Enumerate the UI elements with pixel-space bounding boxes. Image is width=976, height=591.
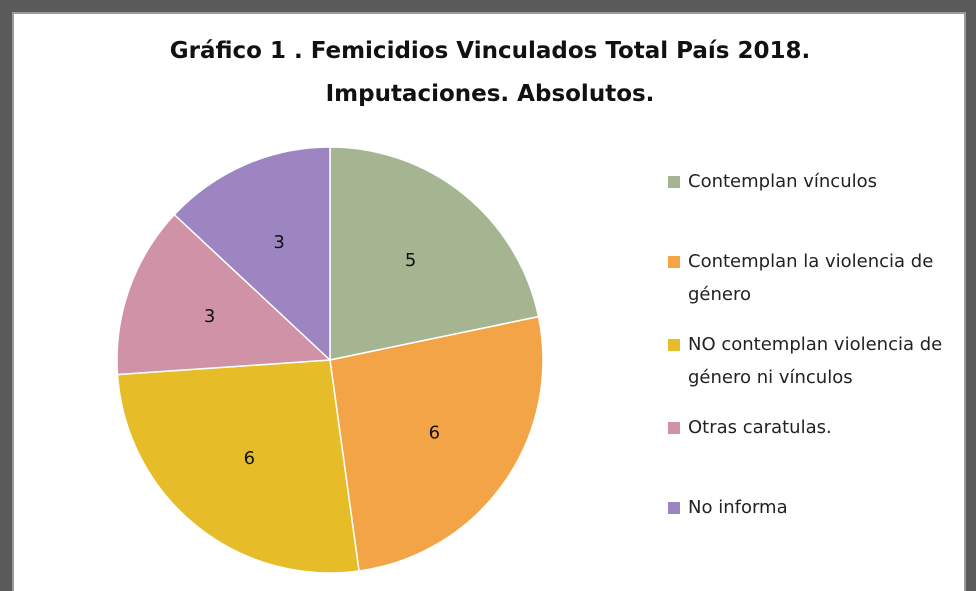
pie-slice: [329, 315, 544, 572]
chart-area: [12, 12, 966, 591]
pie-slice: [329, 146, 540, 361]
pie-slice: [173, 146, 331, 362]
legend-label: NO contemplan violencia de género ni vín…: [688, 334, 943, 388]
legend-item: Otras caratulas.: [666, 411, 956, 444]
pie-slice: [116, 213, 332, 376]
legend-item: No informa: [666, 491, 956, 524]
data-label: 3: [204, 306, 215, 327]
data-label: 6: [244, 448, 255, 469]
chart-title: Gráfico 1 . Femicidios Vinculados Total …: [169, 38, 811, 107]
legend-label: Contemplan vínculos: [688, 171, 877, 192]
legend-swatch: [668, 339, 680, 351]
legend-item: Contemplan vínculos: [666, 165, 956, 198]
legend-swatch: [668, 422, 680, 434]
legend-swatch: [668, 502, 680, 514]
legend-label: Otras caratulas.: [688, 417, 832, 438]
legend-label: No informa: [688, 497, 788, 518]
data-label: 3: [273, 232, 284, 253]
legend-swatch: [668, 176, 680, 188]
data-label: 6: [429, 423, 440, 444]
pie-slice: [116, 359, 360, 574]
data-label: 5: [405, 250, 416, 271]
legend-label: Contemplan la violencia de género: [688, 251, 934, 305]
legend-item: Contemplan la violencia de género: [666, 245, 956, 311]
legend-item: NO contemplan violencia de género ni vín…: [666, 328, 956, 394]
legend-swatch: [668, 256, 680, 268]
